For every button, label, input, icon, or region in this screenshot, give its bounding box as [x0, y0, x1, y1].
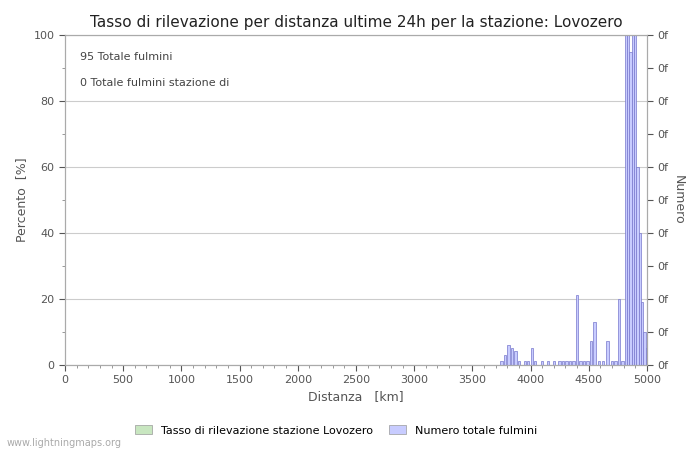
Bar	[518, 361, 520, 364]
Bar	[627, 36, 629, 365]
Bar	[531, 348, 533, 365]
Bar	[587, 361, 589, 364]
Bar	[583, 361, 585, 364]
Bar	[639, 233, 641, 364]
Bar	[573, 361, 575, 364]
Bar	[598, 361, 601, 364]
Bar	[552, 361, 555, 364]
Bar	[611, 361, 613, 364]
Bar	[511, 348, 513, 365]
Bar	[566, 361, 568, 364]
Bar	[615, 361, 617, 364]
Title: Tasso di rilevazione per distanza ultime 24h per la stazione: Lovozero: Tasso di rilevazione per distanza ultime…	[90, 15, 622, 30]
Bar	[541, 361, 543, 364]
Bar	[500, 361, 503, 364]
Bar	[643, 332, 646, 364]
Y-axis label: Numero: Numero	[672, 175, 685, 225]
Bar	[508, 345, 510, 364]
X-axis label: Distanza   [km]: Distanza [km]	[308, 391, 404, 404]
Bar	[590, 342, 592, 365]
Bar	[641, 302, 643, 365]
Bar	[606, 342, 608, 365]
Bar	[547, 361, 550, 364]
Text: www.lightningmaps.org: www.lightningmaps.org	[7, 438, 122, 448]
Bar	[634, 36, 636, 365]
Bar	[636, 167, 639, 364]
Bar	[580, 361, 582, 364]
Bar	[625, 36, 627, 365]
Bar	[514, 351, 517, 364]
Bar	[629, 52, 632, 364]
Bar	[632, 36, 634, 365]
Bar	[576, 295, 578, 364]
Bar	[646, 348, 648, 365]
Bar	[594, 322, 596, 365]
Bar	[559, 361, 561, 364]
Bar	[562, 361, 564, 364]
Text: 95 Totale fulmini: 95 Totale fulmini	[80, 52, 172, 62]
Text: 0 Totale fulmini stazione di: 0 Totale fulmini stazione di	[80, 78, 229, 88]
Bar	[618, 299, 620, 364]
Bar	[524, 361, 526, 364]
Y-axis label: Percento  [%]: Percento [%]	[15, 158, 28, 242]
Bar	[534, 361, 536, 364]
Bar	[504, 355, 506, 365]
Bar	[601, 361, 604, 364]
Legend: Tasso di rilevazione stazione Lovozero, Numero totale fulmini: Tasso di rilevazione stazione Lovozero, …	[130, 421, 542, 440]
Bar	[527, 361, 529, 364]
Bar	[569, 361, 571, 364]
Bar	[622, 361, 624, 364]
